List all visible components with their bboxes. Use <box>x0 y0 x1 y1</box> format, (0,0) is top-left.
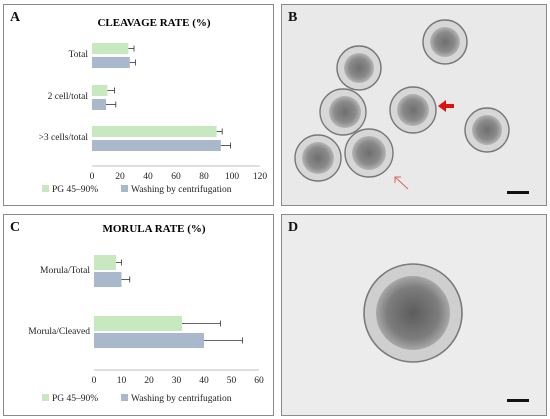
red-outline-arrow-icon <box>394 176 409 190</box>
x-tick-label: 40 <box>143 172 153 182</box>
category-label: Morula/Cleaved <box>28 327 90 337</box>
embryo-3 <box>319 88 367 136</box>
legend-swatch <box>42 394 49 401</box>
embryo-6 <box>294 134 342 182</box>
legend-entry: Washing by centrifugation <box>131 393 232 404</box>
embryo-2 <box>336 45 382 91</box>
bar <box>94 333 204 348</box>
bar <box>92 57 130 68</box>
embryo-7 <box>344 128 394 178</box>
bar <box>94 255 116 270</box>
x-tick-label: 60 <box>171 172 181 182</box>
x-tick-label: 80 <box>199 172 209 182</box>
x-tick-label: 10 <box>117 376 127 386</box>
panel-a: A CLEAVAGE RATE (%) 0 20 40 60 80 100 120 Total 2… <box>3 4 274 206</box>
panel-letter-a: A <box>10 10 21 25</box>
legend-entry: PG 45–90% <box>52 394 98 404</box>
bar <box>94 272 122 287</box>
red-solid-arrow-icon <box>438 100 454 112</box>
scale-bar <box>507 191 529 194</box>
x-tick-label: 20 <box>115 172 125 182</box>
x-tick-label: 40 <box>199 376 209 386</box>
x-tick-label: 0 <box>92 376 97 386</box>
category-label: 2 cell/total <box>48 92 89 102</box>
morula-embryo-image <box>363 263 529 402</box>
legend-swatch <box>121 394 128 401</box>
x-tick-label: 120 <box>253 172 268 182</box>
embryo-5 <box>464 107 510 153</box>
panel-letter-d: D <box>288 220 299 235</box>
morula-rate-chart: MORULA RATE (%) 0 10 20 30 40 50 60 Morula/Total… <box>28 223 264 404</box>
bar <box>94 316 182 331</box>
category-label: Morula/Total <box>40 266 90 276</box>
panel-letter-b: B <box>288 10 298 25</box>
panel-letter-c: C <box>10 220 21 235</box>
legend-entry: Washing by centrifugation <box>131 184 232 195</box>
chart-title: CLEAVAGE RATE (%) <box>97 17 210 29</box>
panel-d-micrograph: D <box>281 214 547 416</box>
legend-swatch <box>42 185 49 192</box>
panel-b-micrograph: B <box>281 4 547 206</box>
x-tick-label: 50 <box>227 376 237 386</box>
panel-c: C MORULA RATE (%) 0 10 20 30 40 50 60 Morula/Tot… <box>3 214 274 416</box>
morula-embryo <box>363 263 463 363</box>
x-tick-label: 30 <box>172 376 182 386</box>
x-tick-label: 20 <box>144 376 154 386</box>
category-label: Total <box>69 50 89 60</box>
x-tick-label: 0 <box>90 172 95 182</box>
bar <box>92 99 106 110</box>
bar <box>92 126 217 137</box>
scale-bar <box>507 399 529 402</box>
x-tick-label: 60 <box>254 376 264 386</box>
embryo-1 <box>422 19 468 65</box>
legend-swatch <box>121 185 128 192</box>
chart-title: MORULA RATE (%) <box>102 223 205 235</box>
bar <box>92 140 221 151</box>
x-tick-label: 100 <box>225 172 240 182</box>
bar <box>92 85 108 96</box>
embryo-cluster-image <box>294 19 529 194</box>
embryo-4 <box>389 86 437 134</box>
cleavage-rate-chart: CLEAVAGE RATE (%) 0 20 40 60 80 100 120 Total 2 c… <box>39 17 268 195</box>
bar <box>92 43 129 54</box>
legend-entry: PG 45–90% <box>52 185 98 195</box>
category-label: >3 cells/total <box>39 133 89 143</box>
